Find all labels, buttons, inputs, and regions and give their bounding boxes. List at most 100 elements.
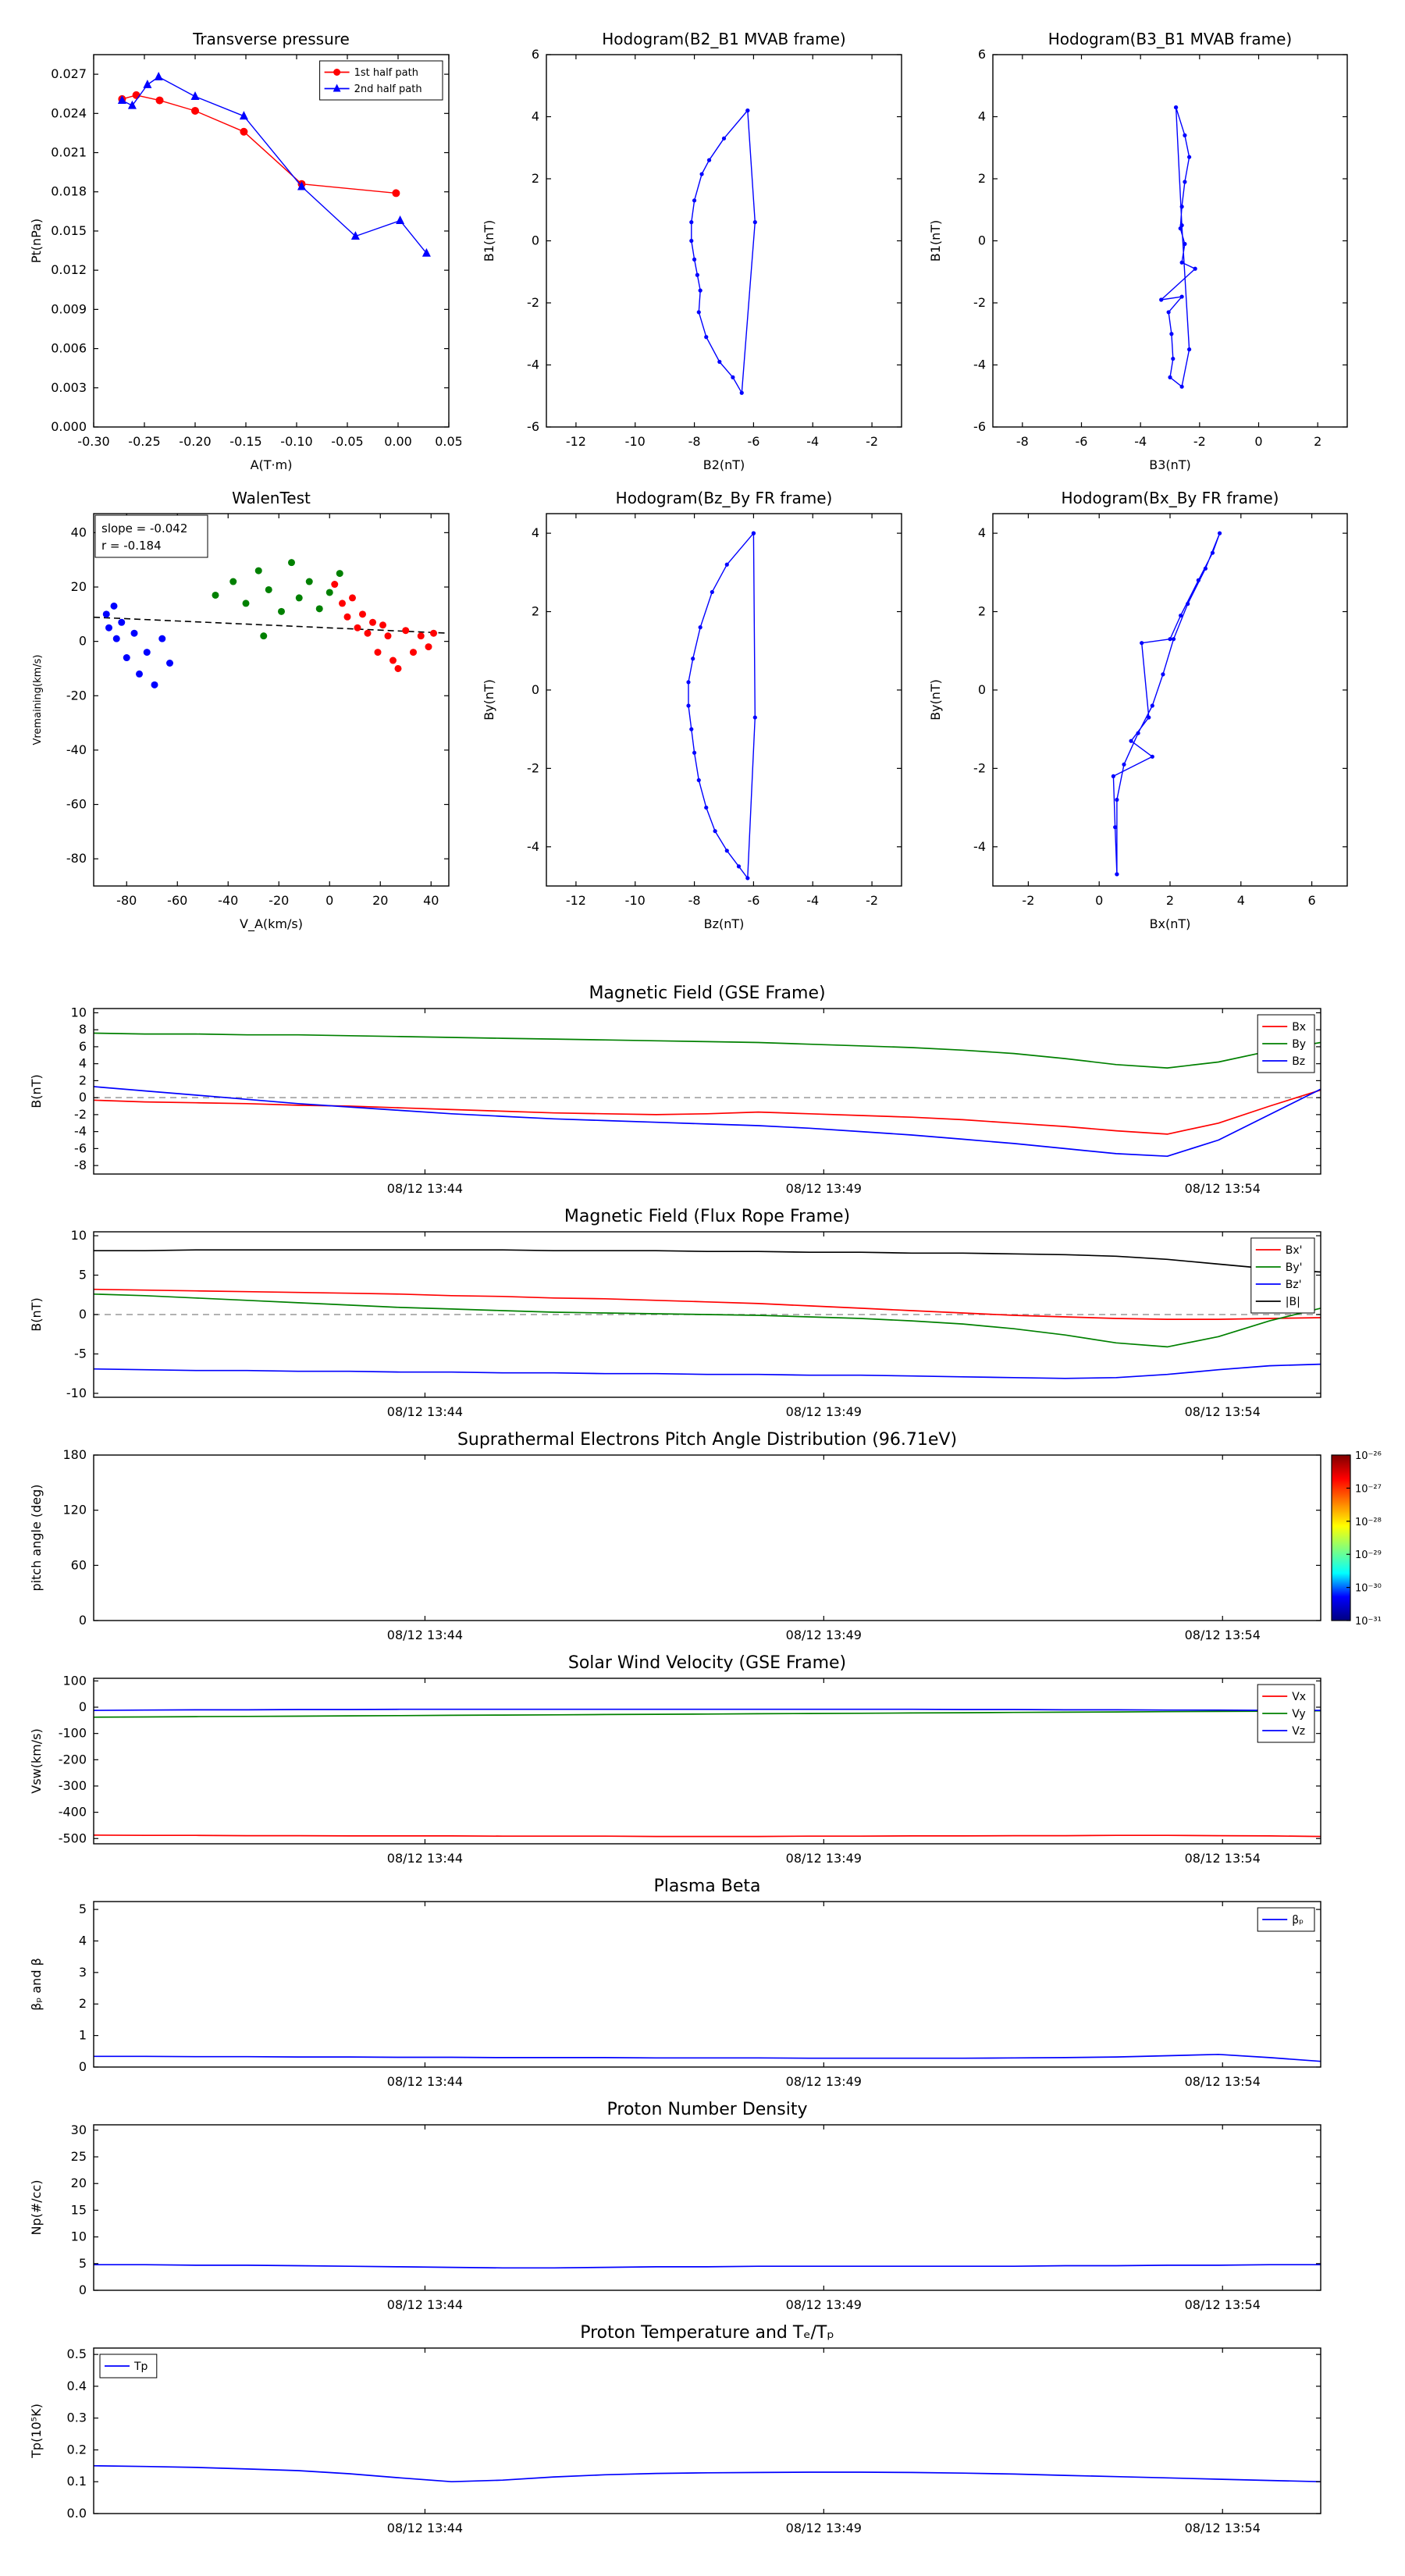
svg-text:0: 0 — [1254, 434, 1262, 449]
svg-text:08/12 13:44: 08/12 13:44 — [387, 1181, 463, 1196]
svg-text:0.4: 0.4 — [67, 2379, 87, 2393]
svg-text:0: 0 — [79, 634, 87, 649]
svg-text:Plasma Beta: Plasma Beta — [654, 1877, 761, 1896]
svg-text:0: 0 — [79, 1699, 87, 1714]
svg-text:-6: -6 — [973, 419, 986, 434]
svg-text:Hodogram(B3_B1 MVAB frame): Hodogram(B3_B1 MVAB frame) — [1048, 30, 1292, 48]
svg-text:-2: -2 — [1022, 893, 1034, 908]
svg-text:B1(nT): B1(nT) — [928, 220, 943, 262]
svg-text:-0.05: -0.05 — [331, 434, 363, 449]
plasma-beta-chart: 08/12 13:44 08/12 13:49 08/12 13:54 0 1 2 3 4 5 P… — [31, 1877, 1321, 2089]
svg-text:0: 0 — [532, 233, 539, 248]
svg-text:|B|: |B| — [1286, 1296, 1300, 1308]
svg-text:Tp: Tp — [133, 2361, 148, 2373]
svg-text:08/12 13:49: 08/12 13:49 — [786, 1181, 862, 1196]
hodogram-bx-by-chart: -2 0 2 4 6 -4 -2 0 2 4 Hodogram(Bx_By FR frame) Bx(… — [928, 489, 1348, 931]
svg-text:08/12 13:54: 08/12 13:54 — [1185, 2074, 1261, 2089]
svg-text:40: 40 — [423, 893, 439, 908]
svg-text:-12: -12 — [566, 434, 586, 449]
svg-text:2: 2 — [1166, 893, 1174, 908]
svg-text:B1(nT): B1(nT) — [482, 220, 496, 262]
svg-text:0.003: 0.003 — [51, 380, 87, 395]
svg-text:V_A(km/s): V_A(km/s) — [240, 916, 303, 932]
svg-text:15: 15 — [71, 2202, 87, 2217]
svg-text:4: 4 — [978, 109, 986, 124]
svg-text:Magnetic Field (Flux Rope Fram: Magnetic Field (Flux Rope Frame) — [564, 1207, 850, 1226]
svg-text:-8: -8 — [1016, 434, 1029, 449]
svg-text:-10: -10 — [625, 893, 646, 908]
svg-text:1st half path: 1st half path — [354, 67, 418, 79]
svg-text:-60: -60 — [167, 893, 187, 908]
svg-text:Transverse pressure: Transverse pressure — [192, 30, 350, 48]
svg-text:B2(nT): B2(nT) — [703, 457, 745, 472]
svg-text:08/12 13:54: 08/12 13:54 — [1185, 2297, 1261, 2312]
svg-text:-4: -4 — [1134, 434, 1147, 449]
svg-text:-6: -6 — [74, 1140, 87, 1155]
svg-text:-40: -40 — [218, 893, 238, 908]
svg-text:10⁻³¹: 10⁻³¹ — [1355, 1616, 1382, 1628]
svg-text:-2: -2 — [527, 295, 539, 310]
panel-magnetic-field-flux-rope: 08/12 13:44 08/12 13:49 08/12 13:54 -10 -5 0 5… — [31, 1204, 1330, 1424]
svg-text:0: 0 — [978, 233, 986, 248]
svg-text:-0.10: -0.10 — [280, 434, 312, 449]
svg-text:-0.25: -0.25 — [128, 434, 160, 449]
svg-text:08/12 13:49: 08/12 13:49 — [786, 1404, 862, 1419]
panel-pitch-angle-distribution: 08/12 13:44 08/12 13:49 08/12 13:54 0 60 120 1… — [31, 1427, 1403, 1647]
svg-text:Vremaining(km/s): Vremaining(km/s) — [32, 654, 44, 745]
pitch-angle-distribution-chart: 08/12 13:44 08/12 13:49 08/12 13:54 0 60 120 1… — [31, 1430, 1382, 1642]
svg-text:Magnetic Field (GSE Frame): Magnetic Field (GSE Frame) — [589, 984, 825, 1003]
panel-hodogram-b3-b1: -8 -6 -4 -2 0 2 -6 -4 -2 0 2 4 6 Hodogram(B3_B1 MVAB … — [918, 20, 1360, 477]
svg-text:2: 2 — [532, 604, 539, 619]
svg-text:0.3: 0.3 — [67, 2411, 87, 2425]
svg-text:-2: -2 — [866, 893, 878, 908]
svg-text:08/12 13:44: 08/12 13:44 — [387, 1628, 463, 1642]
svg-text:Bz(nT): Bz(nT) — [704, 916, 745, 931]
svg-text:4: 4 — [978, 525, 986, 540]
svg-text:-5: -5 — [74, 1346, 87, 1361]
svg-text:Proton Number Density: Proton Number Density — [607, 2100, 808, 2119]
svg-text:8: 8 — [79, 1022, 87, 1037]
svg-text:0.015: 0.015 — [51, 223, 87, 238]
svg-text:-20: -20 — [66, 688, 87, 703]
svg-text:-4: -4 — [527, 839, 539, 854]
svg-text:-4: -4 — [973, 839, 986, 854]
svg-text:0.018: 0.018 — [51, 184, 87, 199]
svg-text:By(nT): By(nT) — [928, 679, 943, 720]
svg-text:0: 0 — [79, 1613, 87, 1628]
svg-text:-10: -10 — [625, 434, 646, 449]
svg-text:0.006: 0.006 — [51, 341, 87, 356]
svg-text:5: 5 — [79, 1268, 87, 1283]
hodogram-b2-b1-chart: -12 -10 -8 -6 -4 -2 -6 -4 -2 0 2 4 6 Hodogram(B2_B1 M… — [482, 30, 902, 472]
svg-text:2: 2 — [79, 1996, 87, 2011]
svg-text:08/12 13:44: 08/12 13:44 — [387, 2074, 463, 2089]
svg-text:0: 0 — [79, 1090, 87, 1105]
svg-text:4: 4 — [79, 1933, 87, 1948]
svg-text:-6: -6 — [747, 434, 759, 449]
svg-text:10: 10 — [71, 1228, 87, 1243]
panel-hodogram-b2-b1: -12 -10 -8 -6 -4 -2 -6 -4 -2 0 2 4 6 Hodogram(B2_B1 M… — [471, 20, 914, 477]
svg-text:10⁻²⁸: 10⁻²⁸ — [1355, 1517, 1382, 1528]
svg-text:60: 60 — [71, 1557, 87, 1572]
svg-text:-2: -2 — [973, 760, 986, 775]
panel-proton-number-density: 08/12 13:44 08/12 13:49 08/12 13:54 0 5 10 15 2… — [31, 2097, 1330, 2317]
svg-text:B3(nT): B3(nT) — [1149, 457, 1191, 472]
svg-text:Vx: Vx — [1292, 1691, 1306, 1703]
svg-text:0.2: 0.2 — [67, 2442, 87, 2457]
svg-text:10⁻²⁹: 10⁻²⁹ — [1355, 1550, 1382, 1561]
svg-text:Vy: Vy — [1292, 1708, 1306, 1720]
svg-text:A(T·m): A(T·m) — [251, 457, 293, 472]
svg-text:0: 0 — [532, 682, 539, 697]
svg-text:-6: -6 — [747, 893, 759, 908]
svg-text:-4: -4 — [527, 358, 539, 372]
svg-text:5: 5 — [79, 2256, 87, 2271]
magnetic-field-flux-rope-chart: 08/12 13:44 08/12 13:49 08/12 13:54 -10 -5 0 5… — [31, 1207, 1321, 1419]
svg-text:-200: -200 — [59, 1752, 87, 1767]
proton-number-density-chart: 08/12 13:44 08/12 13:49 08/12 13:54 0 5 10 15 2… — [31, 2100, 1321, 2312]
svg-text:4: 4 — [532, 525, 539, 540]
svg-text:Bx: Bx — [1292, 1021, 1306, 1034]
svg-text:-2: -2 — [527, 760, 539, 775]
svg-text:-6: -6 — [1076, 434, 1088, 449]
svg-text:B(nT): B(nT) — [31, 1074, 44, 1108]
svg-text:3: 3 — [79, 1965, 87, 1980]
svg-text:0: 0 — [79, 2059, 87, 2074]
